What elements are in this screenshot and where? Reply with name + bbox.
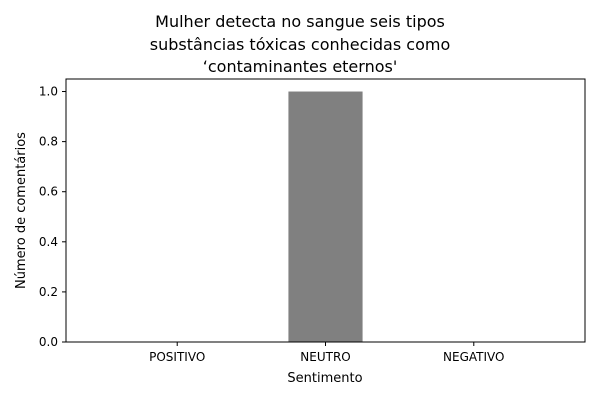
chart-title-line-1: Mulher detecta no sangue seis tipos [155, 12, 445, 31]
x-tick-label: NEUTRO [300, 350, 350, 364]
y-tick-label: 0.0 [39, 335, 58, 349]
chart-title-line-2: substâncias tóxicas conhecidas como [149, 35, 451, 54]
y-tick-label: 0.4 [39, 235, 58, 249]
y-tick-label: 0.6 [39, 185, 58, 199]
y-axis-label: Número de comentários [14, 132, 29, 289]
y-ticks-group: 0.0 0.2 0.4 0.6 0.8 1.0 [39, 85, 66, 349]
x-tick-label: NEGATIVO [443, 350, 504, 364]
y-tick-label: 1.0 [39, 85, 58, 99]
bars-group [288, 91, 363, 343]
x-axis-label: Sentimento [287, 371, 362, 386]
y-tick-label: 0.8 [39, 135, 58, 149]
x-tick-label: POSITIVO [149, 350, 205, 364]
bar-neutro [288, 91, 363, 343]
x-ticks-group: POSITIVO NEUTRO NEGATIVO [149, 342, 505, 364]
y-tick-label: 0.2 [39, 285, 58, 299]
chart-title-line-3: ‘contaminantes eternos' [202, 57, 398, 76]
plot-frame [65, 78, 586, 343]
